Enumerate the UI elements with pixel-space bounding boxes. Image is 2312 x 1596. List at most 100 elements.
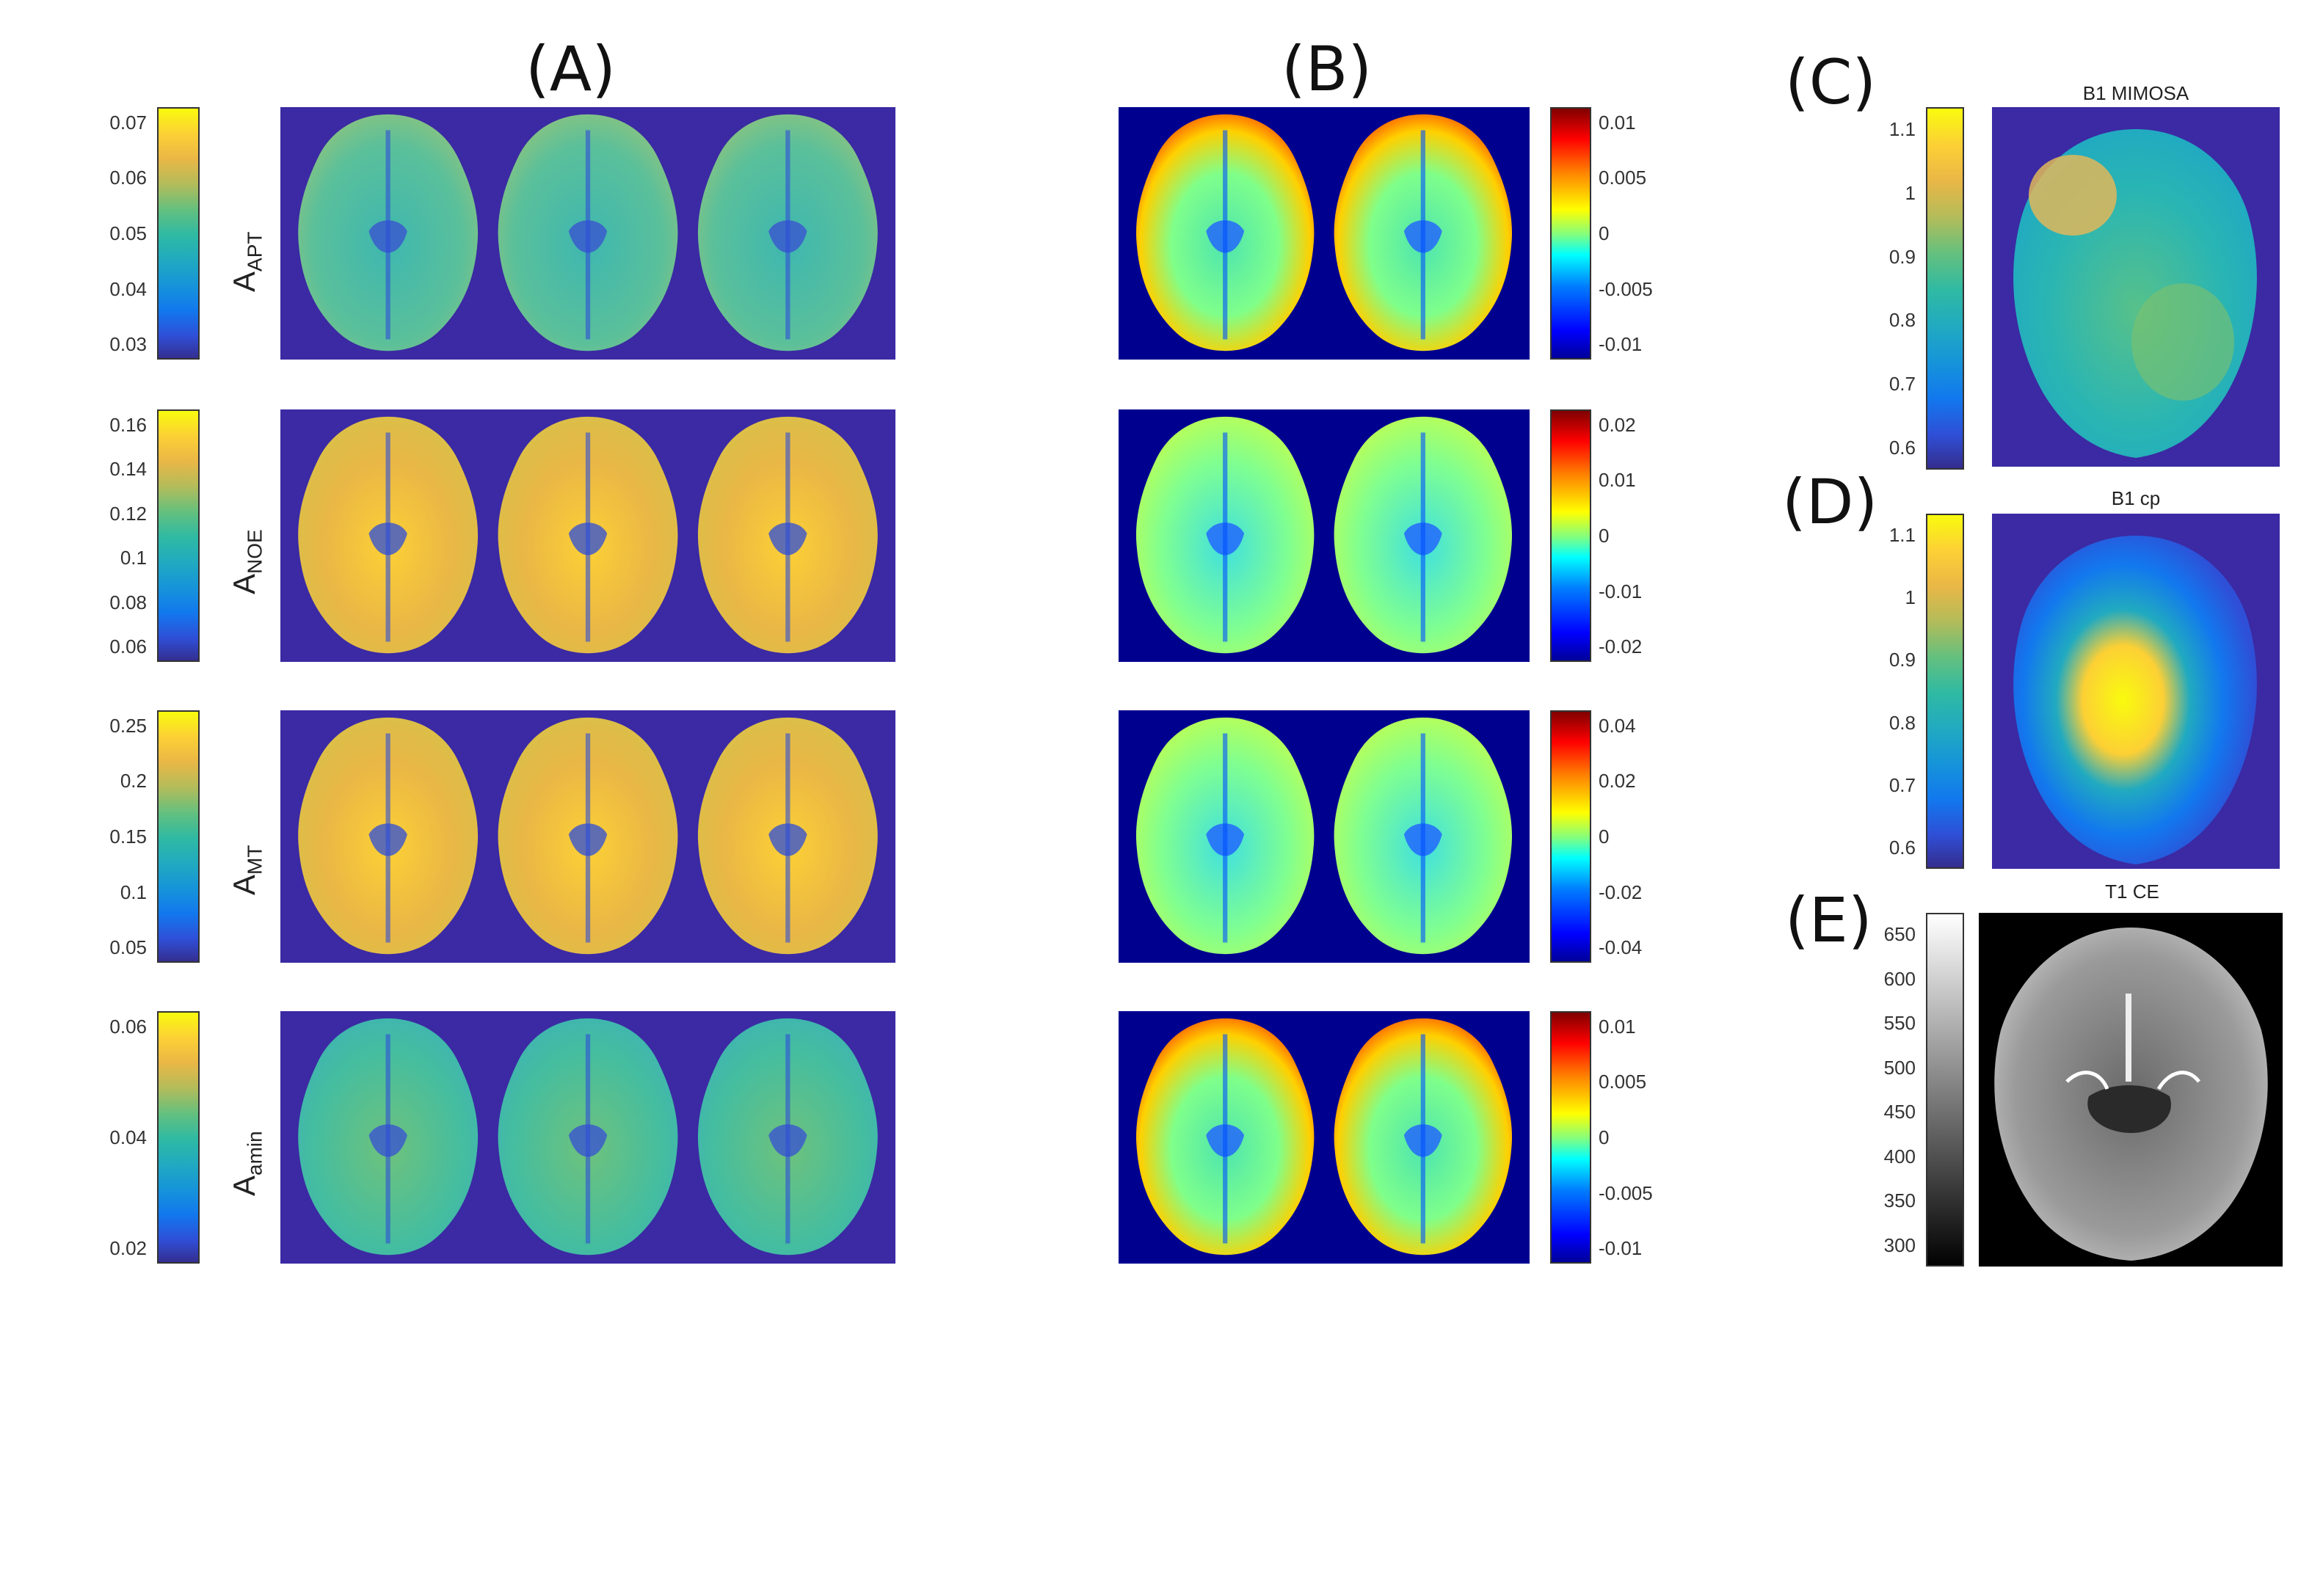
colorbar-a-row1 [157,107,200,360]
brain-slice [298,114,479,351]
colorbar-b-tick: 0.01 [1599,1015,1636,1038]
colorbar-e-tick: 500 [1883,1056,1916,1079]
colorbar-b-tick: -0.02 [1599,881,1643,903]
brain-slice [1334,717,1513,955]
colorbar-a-tick: 0.04 [109,1126,147,1148]
diff-map-b-row3 [1119,710,1530,963]
brain-slice [1334,416,1513,654]
brain-slice [498,1018,678,1256]
colorbar-b-tick: 0.01 [1599,469,1636,492]
colorbar-a-tick: 0.16 [109,413,147,436]
diff-map-b-row2 [1119,409,1530,662]
brain-slice [498,717,678,955]
colorbar-c-tick: 0.6 [1889,437,1916,459]
colorbar-e-tick: 600 [1883,967,1916,990]
colorbar-c-tick: 1.1 [1889,117,1916,140]
panel-label-c: (C) [1785,46,1877,118]
brain-slice [498,416,678,654]
colorbar-d-tick: 0.8 [1889,711,1916,734]
b1-cp-image [1992,514,2280,869]
colorbar-a-tick: 0.08 [109,591,147,613]
colorbar-e-tick: 350 [1883,1189,1916,1212]
colorbar-a-tick: 0.06 [109,635,147,658]
ylabel-sub: MT [243,845,266,875]
colorbar-e-tick: 300 [1883,1234,1916,1257]
colorbar-d [1926,514,1964,869]
brain-slice [1334,114,1513,351]
colorbar-d-tick: 0.9 [1889,649,1916,671]
panel-label-e: (E) [1785,884,1872,956]
brain-slice [298,416,479,654]
brain-slice [1135,114,1315,351]
ylabel-a-row3: AMT [227,845,266,895]
colorbar-b-tick: 0.005 [1599,167,1647,189]
colorbar-d-tick: 0.6 [1889,836,1916,859]
colorbar-b-tick: -0.01 [1599,333,1643,356]
colorbar-a-row2 [157,409,200,662]
colorbar-c-tick: 1 [1905,181,1916,204]
b1-cp-title: B1 cp [2111,487,2161,509]
colorbar-e-tick: 550 [1883,1012,1916,1035]
colorbar-e-tick: 400 [1883,1145,1916,1167]
brain-slice [1334,1018,1513,1256]
map-a-row4 [280,1011,895,1264]
colorbar-a-tick: 0.07 [109,111,147,134]
colorbar-a-tick: 0.05 [109,936,147,959]
b1-mimosa-title: B1 MIMOSA [2082,82,2189,104]
colorbar-b-tick: 0.02 [1599,413,1636,436]
brain-slice [697,717,878,955]
colorbar-e [1926,913,1964,1267]
ylabel-a-row4: Aamin [227,1131,266,1196]
colorbar-a-tick: 0.1 [120,547,147,569]
colorbar-c [1926,107,1964,470]
brain-slice [498,114,678,351]
colorbar-a-tick: 0.15 [109,826,147,848]
colorbar-e-tick: 450 [1883,1101,1916,1123]
colorbar-b-tick: -0.01 [1599,1237,1643,1260]
brain-slice [697,1018,878,1256]
ylabel-sub: APT [243,231,266,272]
ylabel-main: A [227,1175,261,1196]
colorbar-a-tick: 0.14 [109,458,147,481]
map-a-row2 [280,409,895,662]
brain-slice [697,416,878,654]
colorbar-c-tick: 0.7 [1889,373,1916,396]
colorbar-b-tick: -0.04 [1599,936,1643,959]
diff-map-b-row1 [1119,107,1530,360]
brain-slice [697,114,878,351]
colorbar-b-tick: 0 [1599,1126,1610,1148]
diff-map-b-row4 [1119,1011,1530,1264]
colorbar-b-tick: 0.01 [1599,111,1636,134]
brain-slice [298,1018,479,1256]
brain-slice [298,717,479,955]
colorbar-b-tick: 0 [1599,222,1610,244]
colorbar-a-tick: 0.03 [109,333,147,356]
colorbar-b-tick: 0.005 [1599,1071,1647,1093]
b1-mimosa-image [1992,107,2280,467]
colorbar-a-tick: 0.06 [109,1015,147,1038]
colorbar-a-row4 [157,1011,200,1264]
colorbar-c-tick: 0.9 [1889,245,1916,268]
colorbar-b-tick: 0 [1599,826,1610,848]
colorbar-b-tick: -0.01 [1599,580,1643,602]
colorbar-b-tick: -0.005 [1599,1181,1653,1204]
colorbar-b-tick: 0.04 [1599,714,1636,737]
map-a-row1 [280,107,895,360]
colorbar-a-tick: 0.12 [109,502,147,525]
ylabel-a-row2: ANOE [227,529,266,594]
colorbar-b-tick: 0.02 [1599,770,1636,792]
colorbar-e-tick: 650 [1883,922,1916,945]
colorbar-b-tick: -0.005 [1599,277,1653,300]
colorbar-d-tick: 1 [1905,586,1916,609]
colorbar-a-tick: 0.25 [109,714,147,737]
colorbar-a-row3 [157,710,200,963]
brain-slice [1135,717,1315,955]
ylabel-main: A [227,573,261,594]
colorbar-c-tick: 0.8 [1889,309,1916,332]
colorbar-b-row4 [1550,1011,1591,1264]
panel-label-b: (B) [1282,33,1373,105]
colorbar-a-tick: 0.02 [109,1237,147,1260]
colorbar-a-tick: 0.1 [120,881,147,903]
t1-ce-image [1979,913,2283,1267]
brain-slice [1135,1018,1315,1256]
